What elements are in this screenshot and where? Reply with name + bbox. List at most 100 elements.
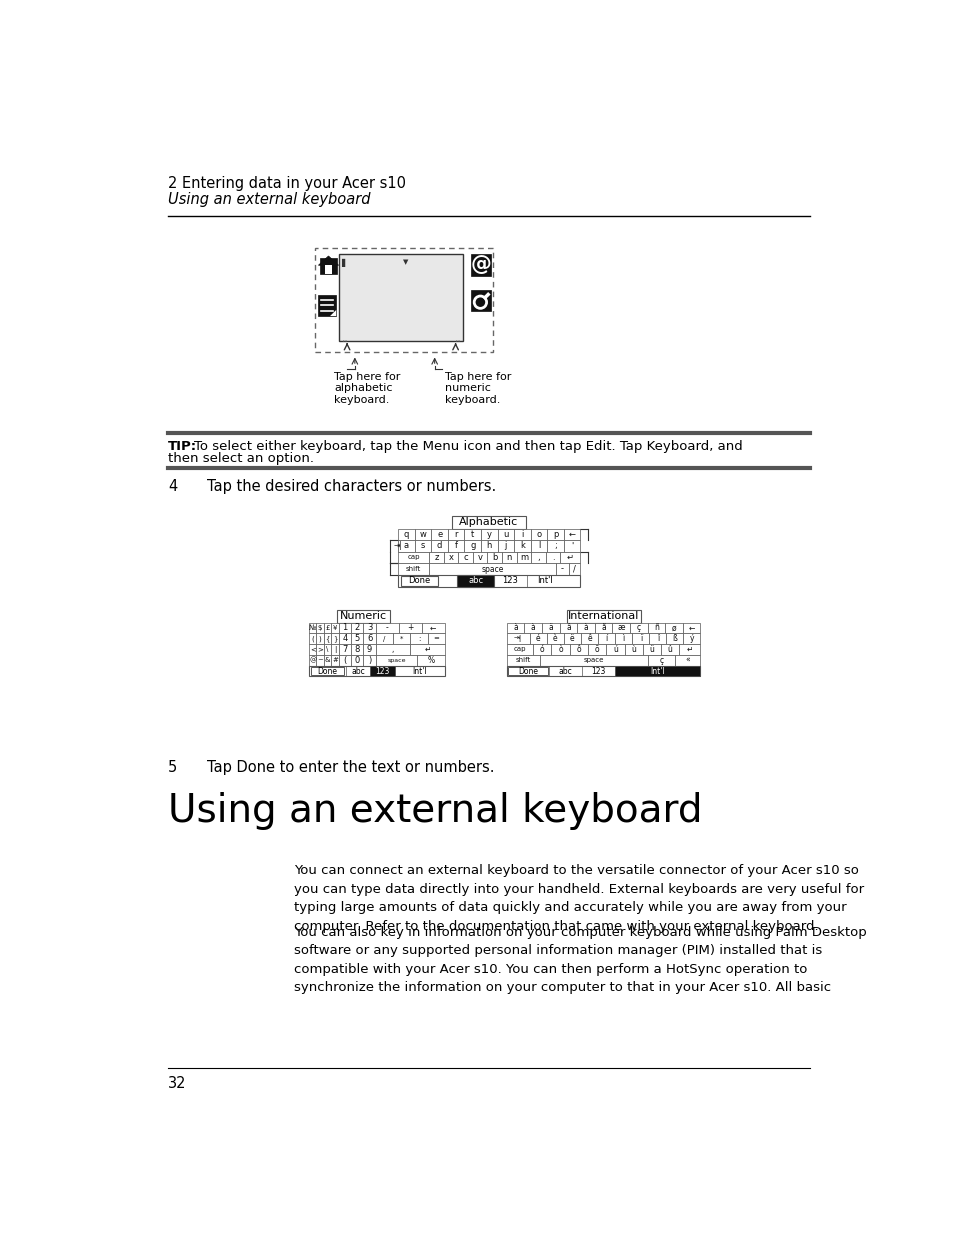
Bar xyxy=(375,634,393,645)
Text: /: / xyxy=(573,564,576,573)
Text: 5: 5 xyxy=(355,635,359,643)
Text: t: t xyxy=(471,530,474,538)
Bar xyxy=(530,529,547,540)
Bar xyxy=(497,529,514,540)
Text: |: | xyxy=(334,646,335,653)
Bar xyxy=(567,610,640,622)
Text: ): ) xyxy=(318,636,321,642)
Bar xyxy=(563,529,579,540)
Text: abc: abc xyxy=(351,667,364,676)
Text: Using an external keyboard: Using an external keyboard xyxy=(168,792,701,830)
Text: æ: æ xyxy=(617,624,624,632)
Bar xyxy=(545,552,559,563)
Bar xyxy=(587,645,606,655)
Text: $: $ xyxy=(317,625,322,631)
Text: e: e xyxy=(436,530,442,538)
Bar xyxy=(311,667,344,674)
Bar xyxy=(448,540,464,552)
Bar xyxy=(632,634,649,645)
Bar xyxy=(323,645,331,655)
Text: Int'l: Int'l xyxy=(412,667,427,676)
Text: 123: 123 xyxy=(591,667,605,676)
Text: @: @ xyxy=(470,253,491,274)
Text: 7: 7 xyxy=(342,645,347,655)
Bar xyxy=(370,666,395,677)
Text: w: w xyxy=(419,530,426,538)
Text: ⇥|: ⇥| xyxy=(394,541,402,551)
Bar xyxy=(612,622,629,634)
Bar xyxy=(556,563,568,574)
Text: 0: 0 xyxy=(355,656,359,664)
Text: You can connect an external keyboard to the versatile connector of your Acer s10: You can connect an external keyboard to … xyxy=(294,864,863,932)
Bar xyxy=(559,552,579,563)
Text: è: è xyxy=(553,635,557,643)
Bar xyxy=(309,666,444,677)
Bar xyxy=(316,655,323,666)
Bar xyxy=(551,645,569,655)
Polygon shape xyxy=(330,310,335,316)
Bar xyxy=(410,645,444,655)
Bar xyxy=(431,540,448,552)
Bar xyxy=(397,529,415,540)
Bar xyxy=(665,634,682,645)
Bar xyxy=(506,645,533,655)
Text: n: n xyxy=(506,553,512,562)
Bar xyxy=(323,655,331,666)
Bar xyxy=(351,645,363,655)
Text: To select either keyboard, tap the Menu icon and then tap Edit. Tap Keyboard, an: To select either keyboard, tap the Menu … xyxy=(194,440,742,453)
Text: ••: •• xyxy=(454,340,460,345)
Bar xyxy=(363,622,375,634)
Bar xyxy=(615,666,700,677)
Text: c: c xyxy=(463,553,468,562)
Bar xyxy=(547,540,563,552)
Bar xyxy=(363,634,375,645)
Text: 2: 2 xyxy=(355,624,359,632)
Bar xyxy=(530,540,547,552)
Text: ó: ó xyxy=(539,645,544,655)
Bar xyxy=(316,634,323,645)
Bar xyxy=(324,258,328,264)
Text: 4: 4 xyxy=(342,635,347,643)
Text: ¥: ¥ xyxy=(333,625,336,631)
Text: Done: Done xyxy=(408,577,430,585)
Text: ↵: ↵ xyxy=(686,645,693,655)
Bar xyxy=(400,577,437,585)
Bar xyxy=(559,622,577,634)
Text: 32: 32 xyxy=(168,1076,187,1091)
Text: ç: ç xyxy=(659,656,663,664)
Text: s: s xyxy=(420,541,425,551)
Bar xyxy=(569,645,587,655)
Text: \: \ xyxy=(326,646,329,652)
Text: ù: ù xyxy=(631,645,636,655)
Bar xyxy=(563,634,580,645)
Text: (: ( xyxy=(311,636,314,642)
Text: p: p xyxy=(553,530,558,538)
Text: -: - xyxy=(386,624,388,632)
Bar xyxy=(514,529,530,540)
Bar xyxy=(501,552,517,563)
Bar xyxy=(397,574,579,587)
Text: abc: abc xyxy=(468,577,483,585)
Text: ú: ú xyxy=(613,645,618,655)
Bar xyxy=(309,655,316,666)
Bar xyxy=(471,290,491,311)
Text: ç: ç xyxy=(636,624,640,632)
Bar xyxy=(647,655,675,666)
Bar xyxy=(398,622,421,634)
Text: TIP:: TIP: xyxy=(168,440,197,453)
Bar xyxy=(471,254,491,275)
Text: &: & xyxy=(324,657,330,663)
Text: à: à xyxy=(530,624,535,632)
Text: ,: , xyxy=(537,553,539,562)
Bar xyxy=(568,563,579,574)
Bar xyxy=(309,645,316,655)
Text: h: h xyxy=(486,541,492,551)
Bar xyxy=(443,552,457,563)
Text: ↵: ↵ xyxy=(566,553,574,562)
Bar xyxy=(331,645,338,655)
Text: Tap the desired characters or numbers.: Tap the desired characters or numbers. xyxy=(207,479,496,494)
Bar xyxy=(448,529,464,540)
Text: ~: ~ xyxy=(317,657,323,663)
Text: /: / xyxy=(383,636,385,642)
Text: #: # xyxy=(332,657,337,663)
